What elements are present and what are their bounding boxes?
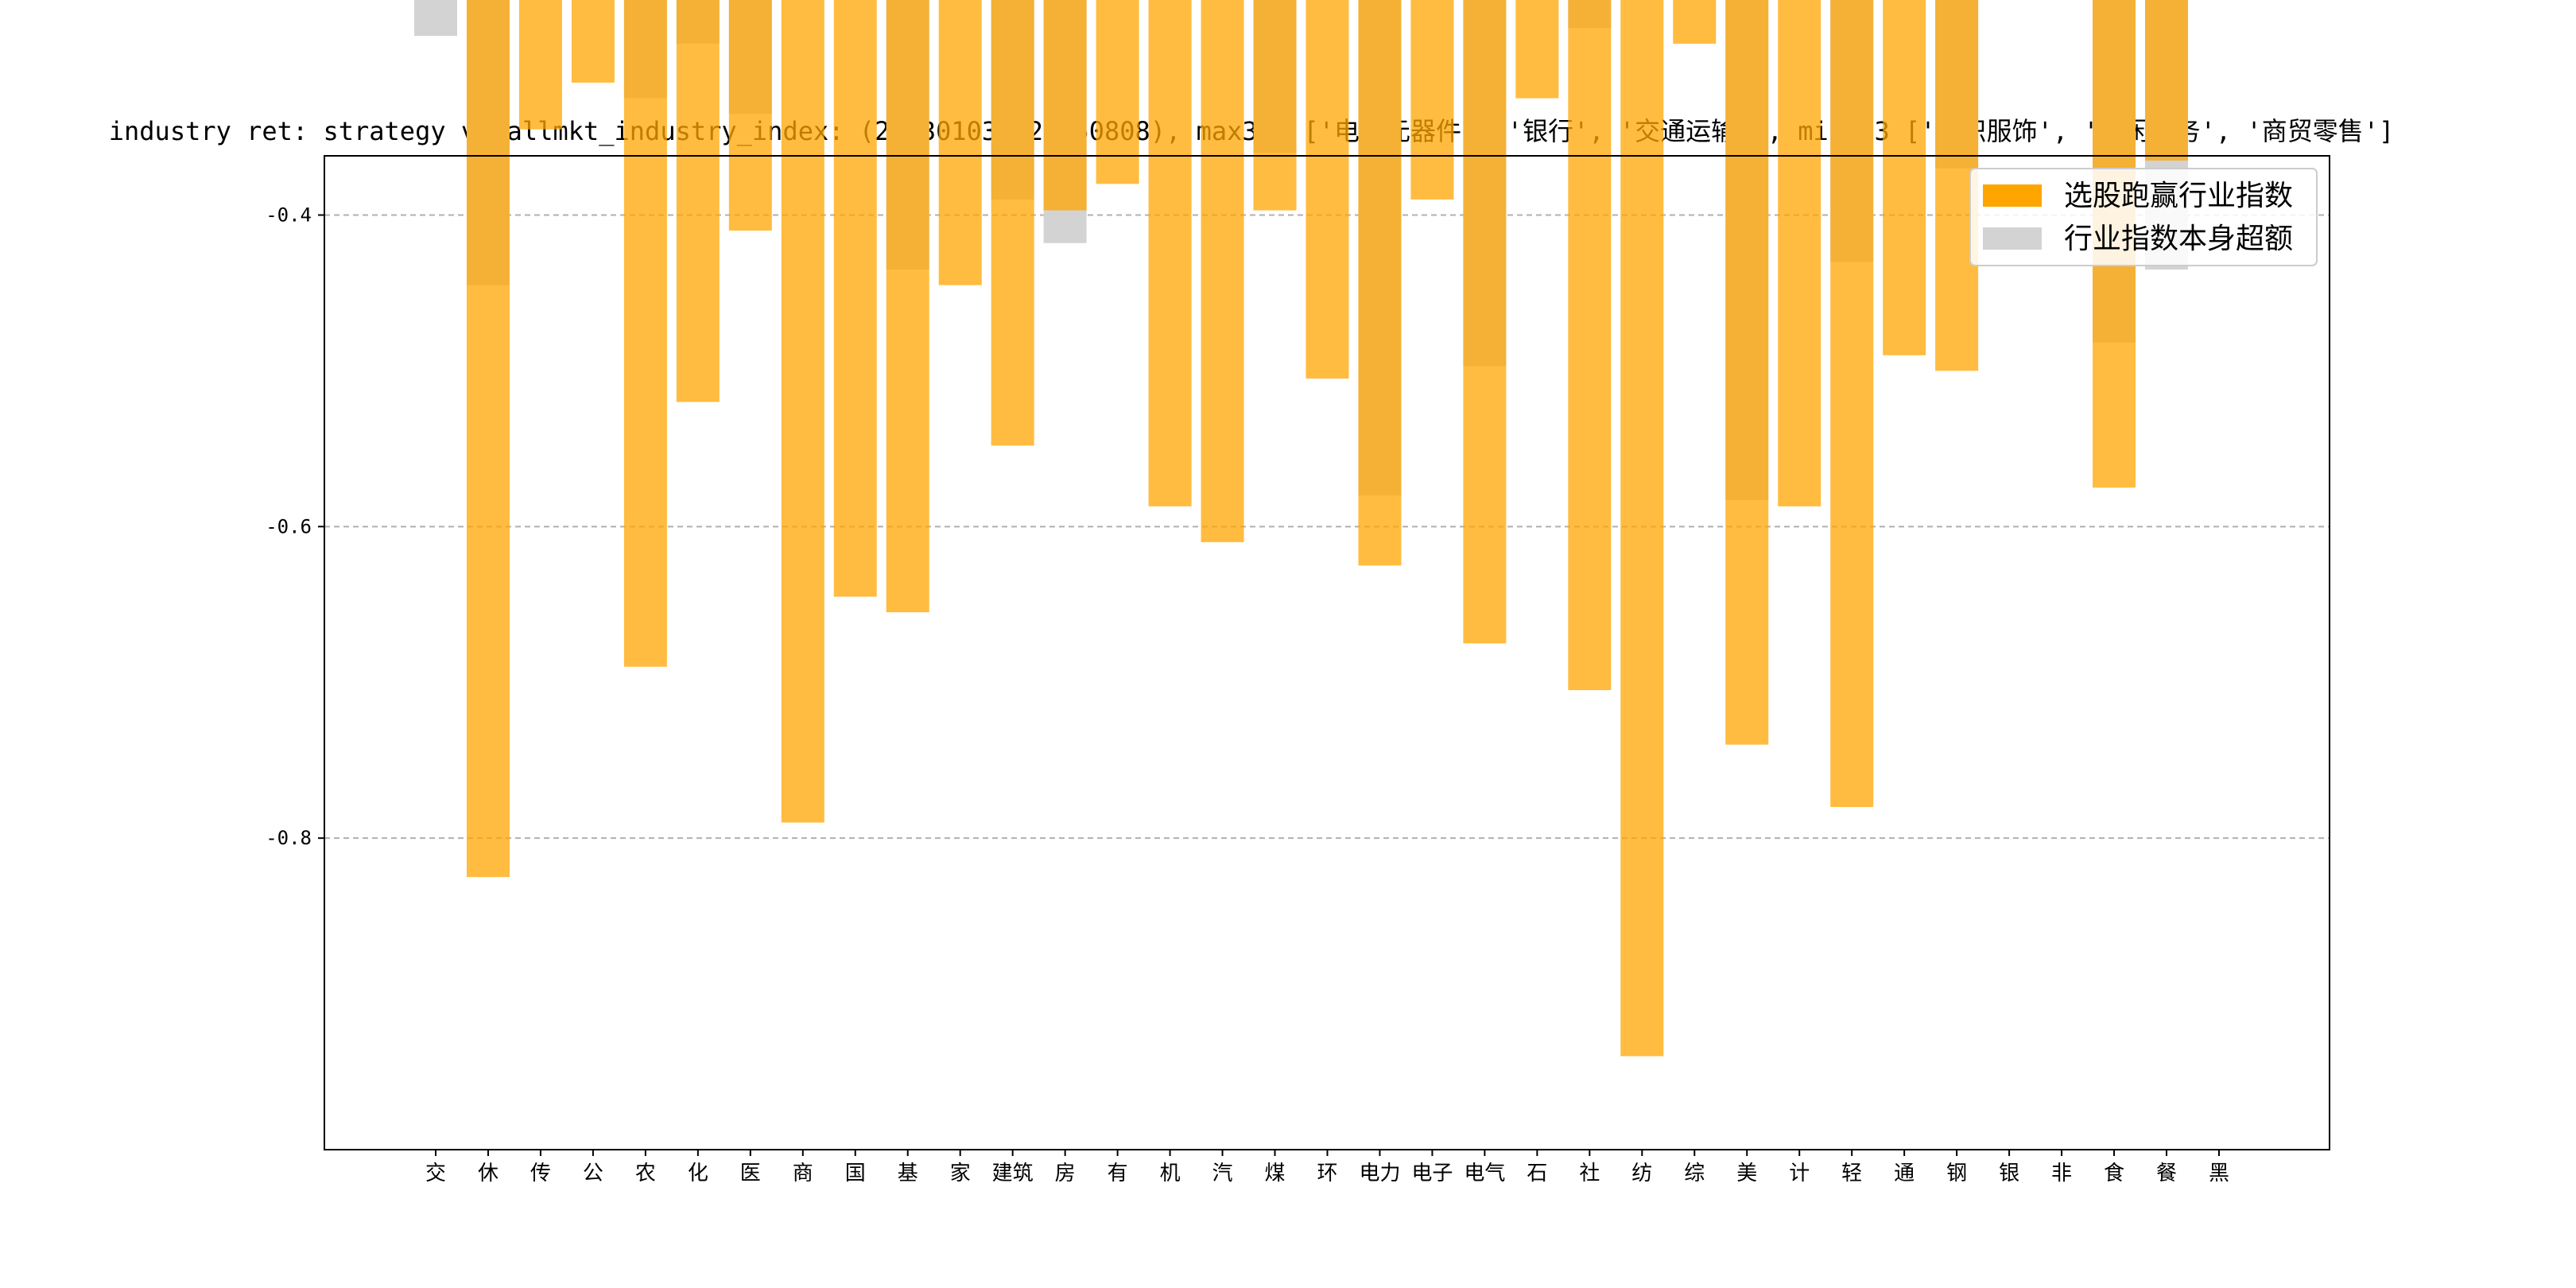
bar-outperform xyxy=(781,0,824,823)
x-tick-label: 餐 xyxy=(2156,1162,2177,1185)
bar-outperform xyxy=(938,0,982,285)
bar-outperform xyxy=(1830,0,1874,807)
bar-outperform xyxy=(1358,0,1402,566)
bar-outperform xyxy=(886,0,929,613)
bar-outperform xyxy=(1620,0,1664,1057)
x-tick-label: 美 xyxy=(1736,1162,1757,1185)
x-tick-label: 银 xyxy=(1999,1162,2019,1185)
bar-outperform xyxy=(1305,0,1349,379)
x-tick-label: 机 xyxy=(1160,1162,1181,1185)
bar-outperform xyxy=(518,0,562,130)
x-tick-label: 煤 xyxy=(1265,1162,1286,1185)
bar-outperform xyxy=(1410,0,1454,200)
x-tick-label: 基 xyxy=(898,1162,918,1185)
bar-outperform xyxy=(1043,0,1087,211)
bar-outperform xyxy=(833,0,877,597)
chart-title: industry ret: strategy vs allmkt_industr… xyxy=(109,116,2395,146)
x-tick-label: 交 xyxy=(425,1162,446,1185)
bar-outperform xyxy=(1568,0,1612,691)
y-axis: 0.20.0-0.2-0.4-0.6-0.8 xyxy=(266,204,324,849)
bar-outperform xyxy=(991,0,1034,446)
x-tick-label: 医 xyxy=(740,1162,761,1185)
bar-outperform xyxy=(1463,0,1507,644)
bar-outperform xyxy=(1148,0,1192,506)
x-tick-label: 建筑 xyxy=(992,1162,1034,1185)
bar-outperform xyxy=(466,0,510,878)
x-tick-label: 电气 xyxy=(1464,1162,1505,1185)
bar-outperform xyxy=(1725,0,1769,745)
x-tick-label: 房 xyxy=(1055,1162,1076,1185)
x-tick-label: 通 xyxy=(1894,1162,1915,1185)
bars-group xyxy=(414,0,2189,1057)
legend-swatch-outperform xyxy=(1983,184,2042,207)
bar-outperform xyxy=(571,0,615,83)
x-tick-label: 休 xyxy=(478,1162,499,1185)
x-tick-label: 公 xyxy=(583,1162,603,1185)
legend-label-outperform: 选股跑赢行业指数 xyxy=(2064,180,2293,212)
x-tick-label: 农 xyxy=(635,1162,656,1185)
x-tick-label: 家 xyxy=(950,1162,971,1185)
x-tick-label: 黑 xyxy=(2209,1162,2229,1185)
bar-outperform xyxy=(1096,0,1139,184)
bar-outperform xyxy=(728,0,772,231)
x-tick-label: 计 xyxy=(1789,1162,1810,1185)
y-tick-label: -0.4 xyxy=(266,204,312,226)
bar-outperform xyxy=(676,0,720,402)
x-tick-label: 非 xyxy=(2051,1162,2072,1185)
y-tick-label: -0.6 xyxy=(266,515,312,537)
x-tick-label: 钢 xyxy=(1946,1162,1967,1185)
bar-outperform xyxy=(1201,0,1244,542)
x-tick-label: 化 xyxy=(688,1162,708,1185)
x-tick-label: 综 xyxy=(1684,1162,1705,1185)
bar-outperform xyxy=(1778,0,1821,506)
bar-outperform xyxy=(1883,0,1926,355)
legend-swatch-index-excess xyxy=(1983,227,2042,250)
x-tick-label: 石 xyxy=(1527,1162,1547,1185)
y-tick-label: -0.8 xyxy=(266,827,312,849)
bar-outperform xyxy=(623,0,667,667)
x-axis: 交 休 传 公 农 化 医 商 国 基 家建筑房 有 机 汽 煤 环电力 电子 电气石 社 纺 综 美 计 轻 通 钢 银 非 食 餐 黑 xyxy=(425,1150,2229,1185)
x-tick-label: 电子 xyxy=(1411,1162,1453,1185)
x-tick-label: 环 xyxy=(1317,1162,1337,1185)
bar-outperform xyxy=(1673,0,1717,44)
x-tick-label: 国 xyxy=(845,1162,866,1185)
bar-outperform xyxy=(1253,0,1297,211)
bar-outperform xyxy=(1515,0,1559,99)
x-tick-label: 有 xyxy=(1108,1162,1128,1185)
x-tick-label: 传 xyxy=(530,1162,551,1185)
bar-outperform xyxy=(2145,0,2189,161)
x-tick-label: 食 xyxy=(2104,1162,2124,1185)
x-tick-label: 汽 xyxy=(1212,1162,1233,1185)
legend-label-index-excess: 行业指数本身超额 xyxy=(2064,223,2293,255)
x-tick-label: 电力 xyxy=(1359,1162,1400,1185)
x-tick-label: 商 xyxy=(793,1162,813,1185)
x-tick-label: 轻 xyxy=(1841,1162,1862,1185)
x-tick-label: 纺 xyxy=(1631,1162,1652,1185)
bar-index-excess xyxy=(414,0,457,37)
legend: 选股跑赢行业指数 行业指数本身超额 xyxy=(1969,168,2318,266)
x-tick-label: 社 xyxy=(1579,1162,1600,1185)
legend-box xyxy=(1969,168,2318,266)
